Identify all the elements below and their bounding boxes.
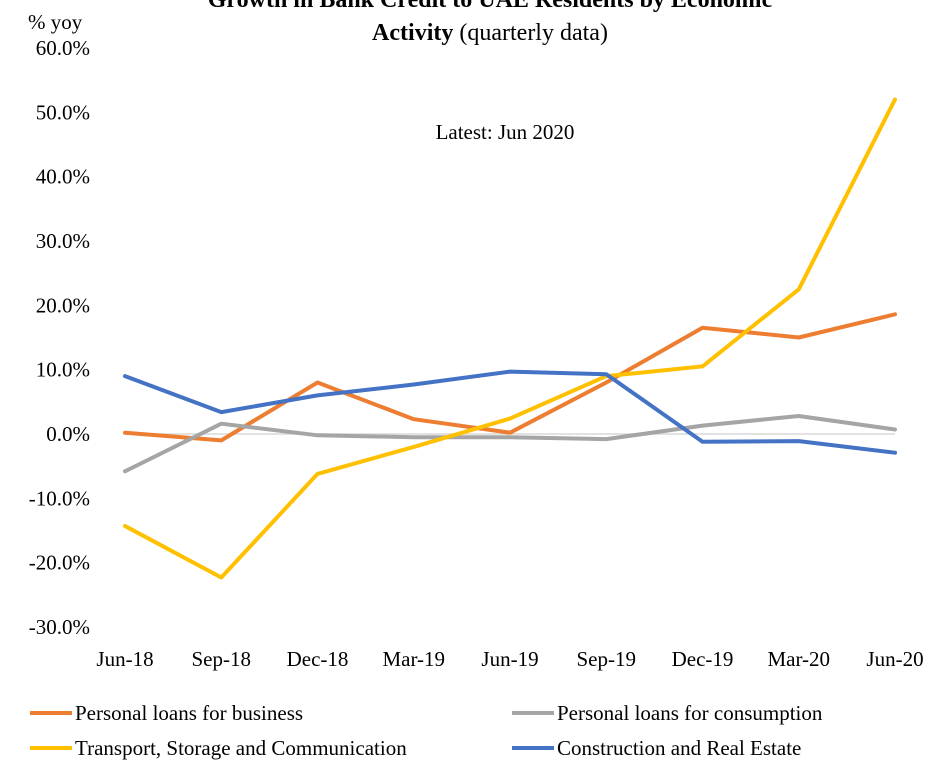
chart-title-bold-part: Activity [372,20,453,46]
y-axis-label: % yoy [28,10,83,34]
x-tick-label: Jun-19 [481,647,538,671]
chart-title: Growth in Bank Credit to UAE Residents b… [208,0,773,46]
legend-label: Construction and Real Estate [557,736,801,760]
chart-annotation: Latest: Jun 2020 [436,120,575,144]
y-tick-label: -20.0% [29,551,90,575]
series-lines [123,97,897,580]
y-tick-label: 50.0% [36,100,90,124]
x-tick-label: Dec-19 [672,647,734,671]
y-tick-label: -10.0% [29,486,90,510]
legend-label: Personal loans for consumption [557,701,823,725]
series-line-personal-loans-for-consumption [123,414,897,474]
x-tick-label: Jun-18 [96,647,153,671]
y-tick-label: -30.0% [29,615,90,639]
series-line-transport-storage-and-communication [123,97,897,580]
series-line-construction-and-real-estate [123,369,897,455]
x-tick-label: Jun-20 [866,647,923,671]
legend-label: Personal loans for business [75,701,303,725]
x-tick-label: Sep-19 [577,647,637,671]
y-tick-label: 0.0% [46,422,90,446]
y-axis-tick-labels: -30.0% -20.0% -10.0% 0.0% 10.0% 20.0% 30.0% 40.… [29,36,90,639]
x-axis-tick-labels: Jun-18 Sep-18 Dec-18 Mar-19 Jun-19 Sep-19 Dec-… [96,647,923,671]
legend-label: Transport, Storage and Communication [75,736,407,760]
chart-title-rest-part: (quarterly data) [453,20,608,46]
chart-title-line-2: Activity (quarterly data) [372,20,608,46]
x-tick-label: Dec-18 [287,647,349,671]
legend: Personal loans for business Personal loan… [30,701,823,760]
y-tick-label: 10.0% [36,358,90,382]
y-tick-label: 40.0% [36,165,90,189]
x-tick-label: Mar-19 [382,647,445,671]
x-tick-label: Mar-20 [767,647,830,671]
y-tick-label: 60.0% [36,36,90,60]
y-tick-label: 20.0% [36,293,90,317]
series-line-personal-loans-for-business [123,312,897,443]
x-tick-label: Sep-18 [192,647,252,671]
chart-title-line-1: Growth in Bank Credit to UAE Residents b… [208,0,773,13]
y-tick-label: 30.0% [36,229,90,253]
